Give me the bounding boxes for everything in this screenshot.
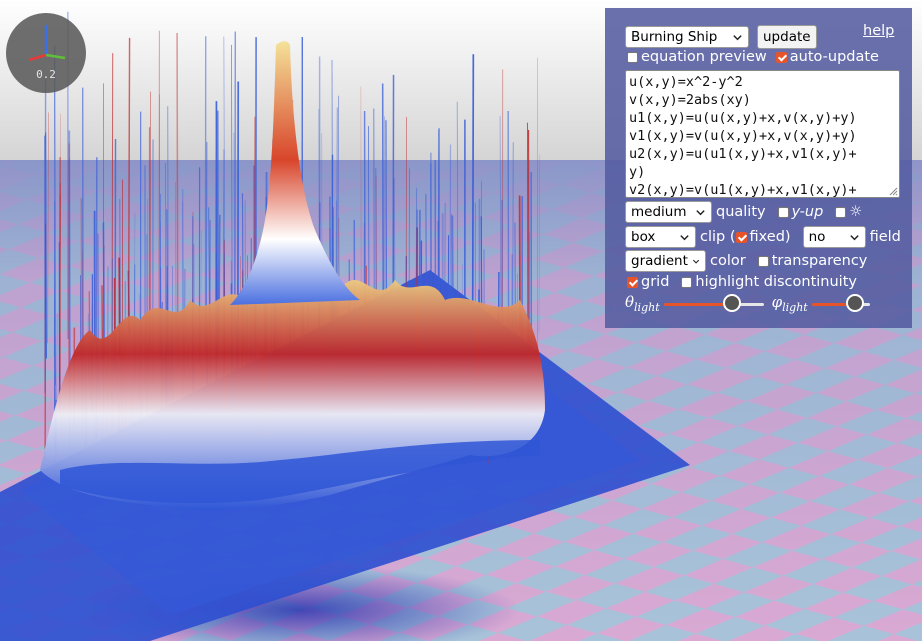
equation-line: y)	[629, 164, 646, 180]
axis-scale-label: 0.2	[36, 68, 56, 81]
equation-line: u(x,y)=x^2-y^2	[629, 74, 743, 90]
phi-slider-thumb[interactable]	[845, 293, 864, 312]
theta-light-slider[interactable]	[663, 293, 764, 314]
theta-slider-thumb[interactable]	[722, 293, 741, 312]
auto-update-label: auto-update	[789, 49, 879, 65]
phi-light-label: φlight	[772, 293, 808, 314]
equation-lines: u(x,y)=x^2-y^2 v(x,y)=2abs(xy) u1(x,y)=u(u…	[629, 73, 896, 198]
quality-value: medium	[631, 204, 687, 220]
quality-select[interactable]: medium	[625, 201, 712, 223]
surface-spike	[538, 154, 541, 333]
chevron-down-icon	[733, 34, 742, 40]
equation-preview-checkbox[interactable]	[627, 51, 638, 63]
field-value: no	[808, 229, 826, 245]
axes-gizmo[interactable]: 0.2	[6, 13, 86, 93]
resize-grip-icon[interactable]	[888, 186, 898, 196]
equation-line: v(x,y)=2abs(xy)	[629, 92, 751, 108]
equation-line: v1(x,y)=v(u(x,y)+x,v(x,y)+y)	[629, 128, 857, 144]
equation-line: u1(x,y)=u(u(x,y)+x,v(x,y)+y)	[629, 110, 857, 126]
grid-checkbox[interactable]	[627, 276, 638, 288]
equation-line: u2(x,y)=u(u1(x,y)+x,v1(x,y)+	[629, 146, 857, 162]
clip-select[interactable]: box	[625, 226, 696, 248]
y-up-checkbox[interactable]	[777, 206, 789, 218]
z-axis-icon	[28, 53, 47, 62]
fixed-label: fixed)	[749, 229, 791, 245]
preset-select[interactable]: Burning Ship	[625, 26, 749, 48]
chevron-down-icon	[680, 234, 689, 240]
theta-track-rest	[731, 302, 764, 306]
x-axis-icon	[45, 53, 66, 60]
color-select[interactable]: gradient	[625, 250, 706, 272]
surface-spike	[127, 37, 131, 331]
equation-preview-label: equation preview	[641, 49, 767, 65]
transparency-checkbox[interactable]	[757, 255, 769, 267]
equation-editor[interactable]: u(x,y)=x^2-y^2 v(x,y)=2abs(xy) u1(x,y)=u(u…	[625, 70, 900, 198]
highlight-discontinuity-checkbox[interactable]	[681, 276, 693, 288]
theta-track-fill	[663, 302, 732, 306]
surface-spike	[499, 115, 502, 331]
phi-subscript: light	[782, 301, 808, 314]
field-label: field	[869, 229, 901, 245]
update-button[interactable]: update	[757, 25, 817, 49]
phi-symbol: φ	[771, 293, 783, 311]
y-up-label: y-up	[791, 204, 824, 220]
phi-light-slider[interactable]	[811, 293, 870, 314]
sun-checkbox[interactable]	[835, 206, 847, 218]
highlight-discontinuity-label: highlight discontinuity	[695, 274, 857, 290]
color-label: color	[710, 253, 746, 269]
sun-icon: ☼	[849, 204, 863, 220]
theta-light-label: θlight	[625, 293, 660, 314]
surface-spike	[47, 112, 49, 344]
field-select[interactable]: no	[802, 226, 866, 248]
color-value: gradient	[631, 253, 688, 269]
theta-symbol: θ	[625, 293, 635, 311]
phi-track-fill	[811, 302, 855, 306]
transparency-label: transparency	[771, 253, 868, 269]
clip-label: clip (	[700, 229, 736, 245]
chevron-down-icon	[692, 259, 700, 264]
surface-spike	[111, 53, 114, 347]
central-peak	[230, 41, 360, 305]
preset-value: Burning Ship	[631, 29, 718, 45]
grid-label: grid	[641, 274, 670, 290]
clip-value: box	[631, 229, 656, 245]
surface-body	[40, 270, 545, 511]
auto-update-checkbox[interactable]	[775, 51, 787, 63]
chevron-down-icon	[849, 234, 859, 240]
help-link[interactable]: help	[863, 23, 895, 39]
fixed-checkbox[interactable]	[735, 231, 747, 243]
equation-line: v2(x,y)=v(u1(x,y)+x,v1(x,y)+	[629, 182, 857, 198]
theta-subscript: light	[634, 301, 660, 314]
surface-spike	[54, 45, 56, 386]
chevron-down-icon	[696, 209, 705, 215]
control-panel: Burning Ship update help equation previe…	[605, 8, 912, 328]
quality-label: quality	[716, 204, 766, 220]
